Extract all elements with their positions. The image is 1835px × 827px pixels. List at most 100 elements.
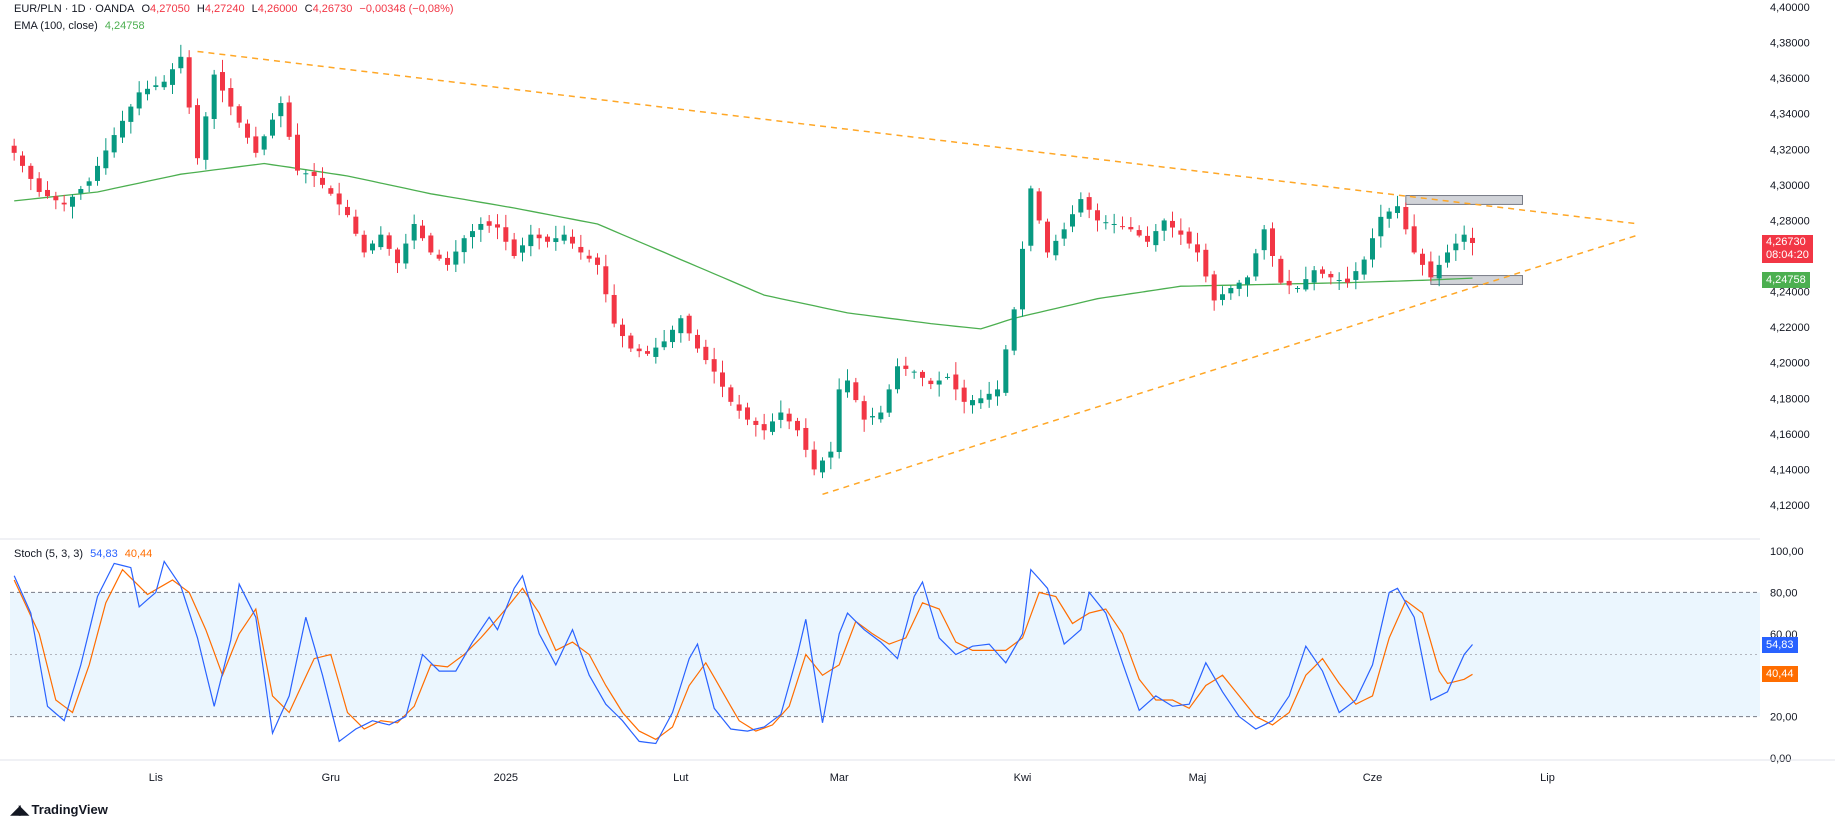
candle[interactable] — [1245, 275, 1250, 297]
candle[interactable] — [728, 384, 734, 406]
candle[interactable] — [736, 394, 742, 419]
candle[interactable] — [1461, 225, 1467, 250]
candle[interactable] — [153, 76, 159, 91]
candle[interactable] — [1328, 271, 1334, 285]
candle[interactable] — [886, 384, 892, 418]
candle[interactable] — [1128, 217, 1134, 232]
candle[interactable] — [20, 151, 25, 173]
candle[interactable] — [528, 224, 534, 257]
candle[interactable] — [295, 123, 300, 176]
candle[interactable] — [311, 163, 317, 188]
candle[interactable] — [1070, 205, 1075, 233]
candle[interactable] — [1278, 255, 1284, 285]
candle[interactable] — [603, 254, 609, 303]
candle[interactable] — [1395, 195, 1400, 219]
candle[interactable] — [678, 315, 684, 343]
candle[interactable] — [620, 318, 625, 348]
candle[interactable] — [1361, 256, 1367, 280]
candle[interactable] — [836, 378, 842, 459]
candle[interactable] — [1186, 227, 1192, 249]
candle[interactable] — [745, 402, 750, 426]
candle[interactable] — [203, 112, 209, 170]
candle[interactable] — [1195, 232, 1200, 262]
candle[interactable] — [1170, 211, 1175, 238]
candle[interactable] — [711, 347, 717, 384]
candle[interactable] — [570, 229, 575, 249]
candle[interactable] — [395, 247, 400, 273]
candle[interactable] — [695, 329, 700, 353]
candle[interactable] — [361, 230, 367, 258]
candle[interactable] — [795, 417, 800, 437]
candle[interactable] — [286, 95, 292, 140]
trendline[interactable] — [197, 50, 1640, 225]
candle[interactable] — [453, 240, 459, 273]
candle[interactable] — [761, 413, 767, 440]
candles[interactable] — [11, 44, 1475, 479]
candle[interactable] — [1253, 248, 1259, 281]
candle[interactable] — [903, 356, 909, 376]
candle[interactable] — [11, 138, 17, 161]
candle[interactable] — [595, 253, 600, 275]
candle[interactable] — [986, 381, 992, 408]
candle[interactable] — [1403, 202, 1409, 235]
candle[interactable] — [878, 405, 884, 423]
candle[interactable] — [828, 441, 834, 470]
candle[interactable] — [220, 59, 225, 103]
candle[interactable] — [820, 457, 825, 479]
candle[interactable] — [1470, 227, 1475, 256]
candle[interactable] — [1370, 228, 1375, 268]
candle[interactable] — [1153, 224, 1159, 252]
candle[interactable] — [1145, 226, 1150, 247]
candle[interactable] — [561, 225, 567, 245]
candle[interactable] — [870, 407, 875, 425]
candle[interactable] — [36, 172, 42, 197]
candle[interactable] — [920, 370, 925, 387]
candle[interactable] — [645, 345, 650, 356]
candle[interactable] — [961, 379, 967, 414]
candle[interactable] — [845, 369, 850, 398]
candle[interactable] — [503, 214, 509, 251]
candle[interactable] — [353, 209, 359, 237]
candle[interactable] — [461, 235, 467, 264]
candle[interactable] — [1178, 218, 1184, 245]
candle[interactable] — [78, 185, 84, 200]
candle[interactable] — [245, 119, 250, 144]
candle[interactable] — [1453, 233, 1459, 261]
candle[interactable] — [861, 395, 867, 432]
candle[interactable] — [853, 377, 859, 403]
candle[interactable] — [128, 103, 134, 134]
candle[interactable] — [1320, 266, 1325, 279]
candle[interactable] — [236, 104, 242, 128]
candle[interactable] — [1203, 243, 1209, 283]
candle[interactable] — [1386, 207, 1392, 228]
candle[interactable] — [945, 373, 950, 380]
candle[interactable] — [1220, 286, 1225, 306]
candle[interactable] — [636, 344, 642, 358]
candle[interactable] — [611, 284, 617, 328]
candle[interactable] — [1295, 286, 1300, 293]
candle[interactable] — [1003, 344, 1009, 396]
candle[interactable] — [970, 394, 975, 414]
candle[interactable] — [1011, 306, 1017, 356]
candle[interactable] — [370, 240, 375, 254]
candle[interactable] — [70, 194, 75, 219]
candle[interactable] — [411, 214, 417, 250]
candle[interactable] — [895, 358, 900, 394]
candle[interactable] — [1111, 213, 1117, 234]
candle[interactable] — [170, 63, 175, 94]
candle[interactable] — [1286, 269, 1292, 295]
candle[interactable] — [1270, 222, 1275, 267]
candle[interactable] — [586, 249, 592, 263]
symbol-label[interactable]: EUR/PLN · 1D · OANDA — [14, 3, 135, 15]
candle[interactable] — [1136, 225, 1142, 238]
candle[interactable] — [653, 337, 659, 364]
candle[interactable] — [161, 75, 167, 90]
candle[interactable] — [1120, 216, 1125, 230]
candle[interactable] — [1078, 192, 1084, 217]
candle[interactable] — [436, 249, 442, 261]
candle[interactable] — [378, 226, 384, 250]
candle[interactable] — [1095, 203, 1100, 232]
candle[interactable] — [553, 225, 559, 251]
candle[interactable] — [95, 156, 100, 186]
